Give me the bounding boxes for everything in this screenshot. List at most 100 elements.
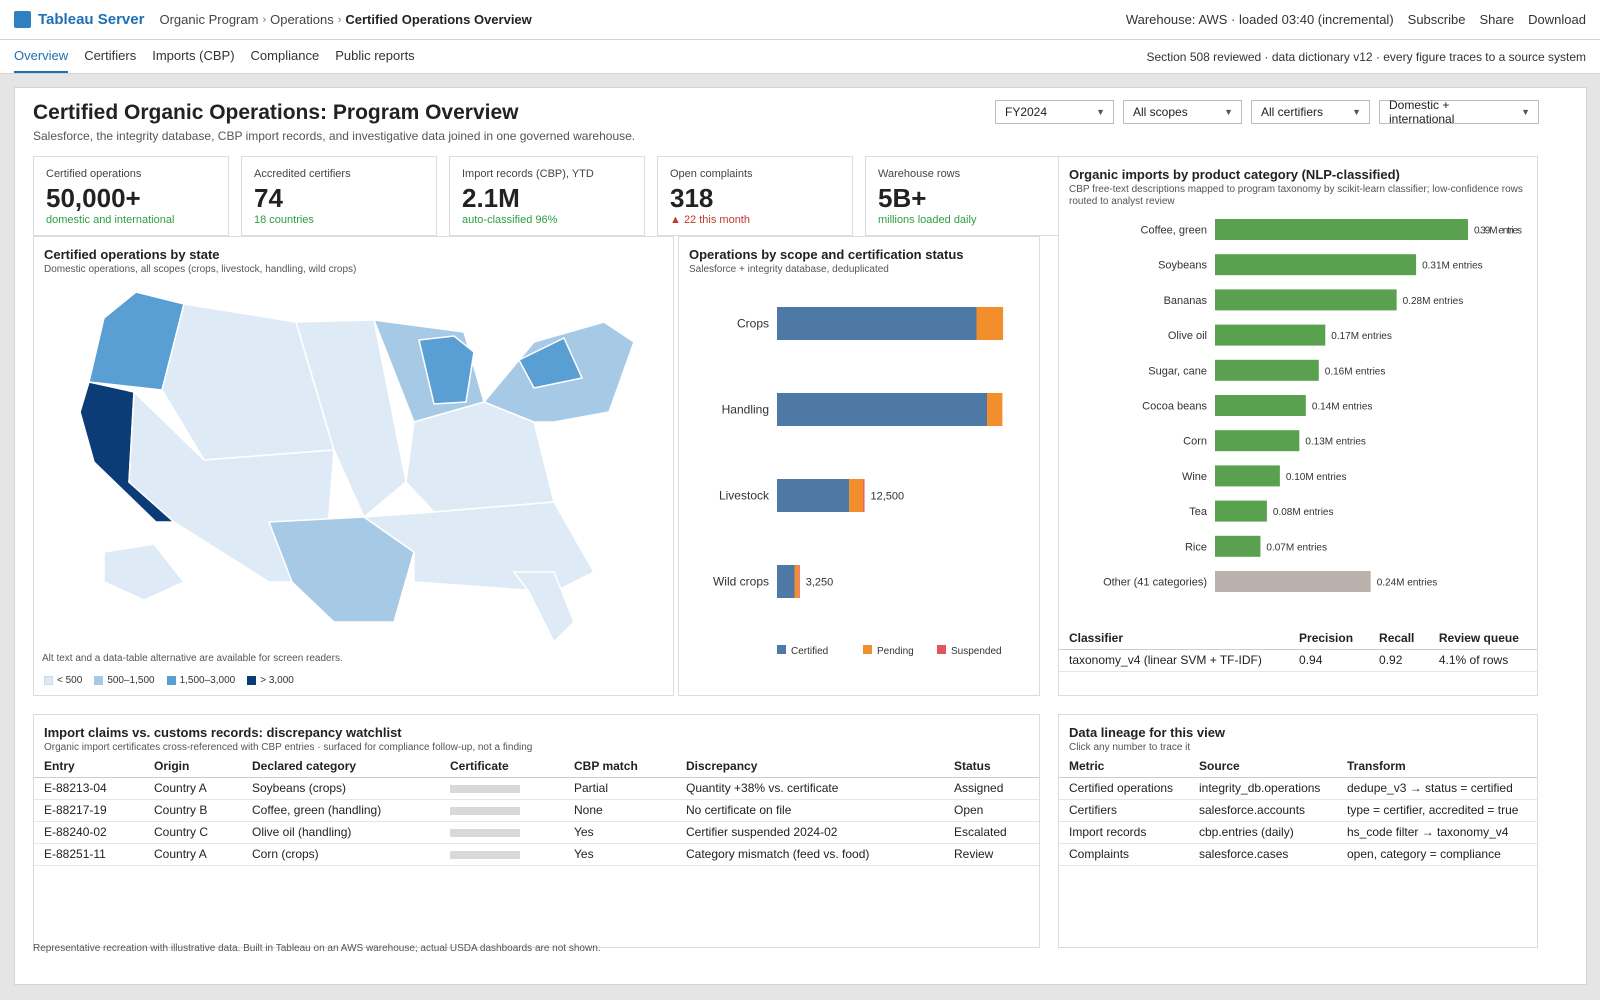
entry-id[interactable]: E-88240-02	[34, 821, 144, 844]
caret-down-icon: ▼	[1224, 107, 1233, 117]
chart-subtitle: CBP free-text descriptions mapped to pro…	[1069, 184, 1523, 207]
bar-segment-certified[interactable]	[777, 307, 977, 340]
us-choropleth-map[interactable]	[34, 282, 673, 662]
warehouse-status: Warehouse: AWS · loaded 03:40 (increment…	[1125, 12, 1394, 27]
breadcrumb-operations[interactable]: Operations	[270, 12, 334, 27]
bar-segment-suspended[interactable]	[798, 565, 800, 598]
column-header: Status	[944, 755, 1039, 778]
top-bar: Tableau Server Organic Program › Operati…	[0, 0, 1600, 40]
kpi-import-records[interactable]: Import records (CBP), YTD 2.1M auto-clas…	[449, 156, 645, 236]
kpi-value[interactable]: 2.1M	[462, 183, 520, 213]
bar[interactable]	[1215, 254, 1417, 276]
brand-name[interactable]: Tableau Server	[38, 11, 145, 28]
lineage-title: Data lineage for this view	[1069, 725, 1226, 740]
data-label: 0.13M entries	[1305, 437, 1366, 448]
table-row[interactable]: E-88240-02 Country C Olive oil (handling…	[34, 821, 1039, 844]
tab-overview[interactable]: Overview	[14, 40, 69, 73]
entry-id[interactable]: E-88217-19	[34, 799, 144, 822]
column-header: Certificate	[440, 755, 564, 778]
category-label: Soybeans	[1158, 260, 1207, 272]
bar[interactable]	[1215, 571, 1371, 592]
subscribe-button[interactable]: Subscribe	[1407, 12, 1466, 27]
legend-swatch	[937, 645, 946, 654]
certifier-filter[interactable]: All certifiers ▼	[1251, 100, 1370, 124]
kpi-open-complaints[interactable]: Open complaints 318 ▲ 22 this month	[657, 156, 853, 236]
tableau-logo-icon	[14, 11, 31, 28]
data-label: 12,500	[871, 491, 905, 503]
table-row[interactable]: E-88213-04 Country A Soybeans (crops) Pa…	[34, 777, 1039, 800]
table-row[interactable]: Certified operations integrity_db.operat…	[1059, 777, 1537, 800]
category-label: Wine	[1182, 471, 1207, 483]
origin: Country A	[144, 843, 242, 866]
kpi-accredited-certifiers[interactable]: Accredited certifiers 74 18 countries	[241, 156, 437, 236]
bar[interactable]	[1215, 465, 1280, 487]
kpi-value[interactable]: 318	[670, 183, 714, 213]
entry-id[interactable]: E-88213-04	[34, 777, 144, 800]
bar-segment-suspended[interactable]	[863, 479, 865, 512]
metric[interactable]: Certified operations	[1059, 777, 1189, 800]
bar-segment-certified[interactable]	[777, 393, 987, 426]
metric[interactable]: Certifiers	[1059, 799, 1189, 822]
table-row[interactable]: E-88251-11 Country A Corn (crops) Yes Ca…	[34, 843, 1039, 866]
bar[interactable]	[1215, 219, 1468, 240]
scope-status-chart[interactable]: Crops Handling Livestock 12,500 Wild crops 3,…	[679, 292, 1039, 672]
kpi-value[interactable]: 50,000+	[46, 183, 141, 213]
tab-compliance[interactable]: Compliance	[250, 48, 320, 63]
share-button[interactable]: Share	[1479, 12, 1515, 27]
entry-id[interactable]: E-88251-11	[34, 843, 144, 866]
imports-by-product-chart[interactable]: Coffee, green 0.39M entries Soybeans 0.31M …	[1059, 217, 1537, 617]
kpi-certified-operations[interactable]: Certified operations 50,000+ domestic an…	[33, 156, 229, 236]
download-button[interactable]: Download	[1528, 12, 1586, 27]
bar-segment-pending[interactable]	[849, 479, 864, 512]
bar[interactable]	[1215, 395, 1306, 416]
bar[interactable]	[1215, 324, 1326, 346]
bar[interactable]	[1215, 289, 1397, 311]
declared-category: Olive oil (handling)	[242, 821, 440, 844]
tab-public-reports[interactable]: Public reports	[335, 48, 415, 63]
table-row[interactable]: Certifiers salesforce.accounts type = ce…	[1059, 799, 1537, 822]
table-row[interactable]: Import records cbp.entries (daily) hs_co…	[1059, 821, 1537, 844]
discrepancy: Quantity +38% vs. certificate	[676, 777, 944, 800]
table-row[interactable]: taxonomy_v4 (linear SVM + TF-IDF) 0.94 0…	[1059, 649, 1537, 672]
data-label: 0.24M entries	[1377, 578, 1438, 589]
category-label: Olive oil	[1168, 330, 1207, 342]
page-subtitle: Salesforce, the integrity database, CBP …	[33, 129, 636, 143]
legend-label: Pending	[877, 646, 914, 657]
kpi-value[interactable]: 74	[254, 183, 283, 213]
tab-certifiers[interactable]: Certifiers	[84, 48, 137, 63]
transform: type = certifier, accredited = true	[1337, 799, 1537, 822]
lineage-table: Metric Source Transform Certified operat…	[1059, 755, 1537, 866]
region-filter[interactable]: Domestic + international ▼	[1379, 98, 1539, 126]
bar-segment-pending[interactable]	[987, 393, 1003, 426]
table-row[interactable]: E-88217-19 Country B Coffee, green (hand…	[34, 799, 1039, 822]
kpi-value[interactable]: 5B+	[878, 183, 927, 213]
discrepancy: Certifier suspended 2024-02	[676, 821, 944, 844]
tab-imports-cbp[interactable]: Imports (CBP)	[152, 48, 235, 63]
scope-filter[interactable]: All scopes ▼	[1123, 100, 1242, 124]
bar-segment-pending[interactable]	[976, 307, 1004, 340]
table-row[interactable]: Complaints salesforce.cases open, catego…	[1059, 843, 1537, 866]
bar[interactable]	[1215, 535, 1261, 557]
map-subtitle: Domestic operations, all scopes (crops, …	[44, 264, 357, 275]
category-label: Other (41 categories)	[1103, 577, 1207, 589]
bar[interactable]	[1215, 430, 1300, 452]
metric[interactable]: Import records	[1059, 821, 1189, 844]
bar-segment-pending[interactable]	[794, 565, 799, 598]
bar-segment-certified[interactable]	[777, 479, 850, 512]
source: salesforce.accounts	[1189, 799, 1337, 822]
scope-status-chart-card: Operations by scope and certification st…	[678, 236, 1040, 696]
breadcrumb-organic-program[interactable]: Organic Program	[159, 12, 259, 27]
bar-segment-certified[interactable]	[777, 565, 795, 598]
bar[interactable]	[1215, 359, 1319, 381]
fiscal-year-filter[interactable]: FY2024 ▼	[995, 100, 1114, 124]
kpi-note: millions loaded daily	[878, 214, 977, 226]
metric[interactable]: Complaints	[1059, 843, 1189, 866]
state-region-new-york	[517, 336, 584, 389]
bar[interactable]	[1215, 500, 1267, 522]
view-tabs: Overview Certifiers Imports (CBP) Compli…	[0, 40, 1600, 74]
table-cell: 0.94	[1289, 649, 1370, 672]
declared-category: Soybeans (crops)	[242, 777, 440, 800]
category-label: Crops	[737, 317, 769, 331]
kpi-label: Accredited certifiers	[254, 168, 351, 180]
kpi-warehouse-rows[interactable]: Warehouse rows 5B+ millions loaded daily	[865, 156, 1061, 236]
